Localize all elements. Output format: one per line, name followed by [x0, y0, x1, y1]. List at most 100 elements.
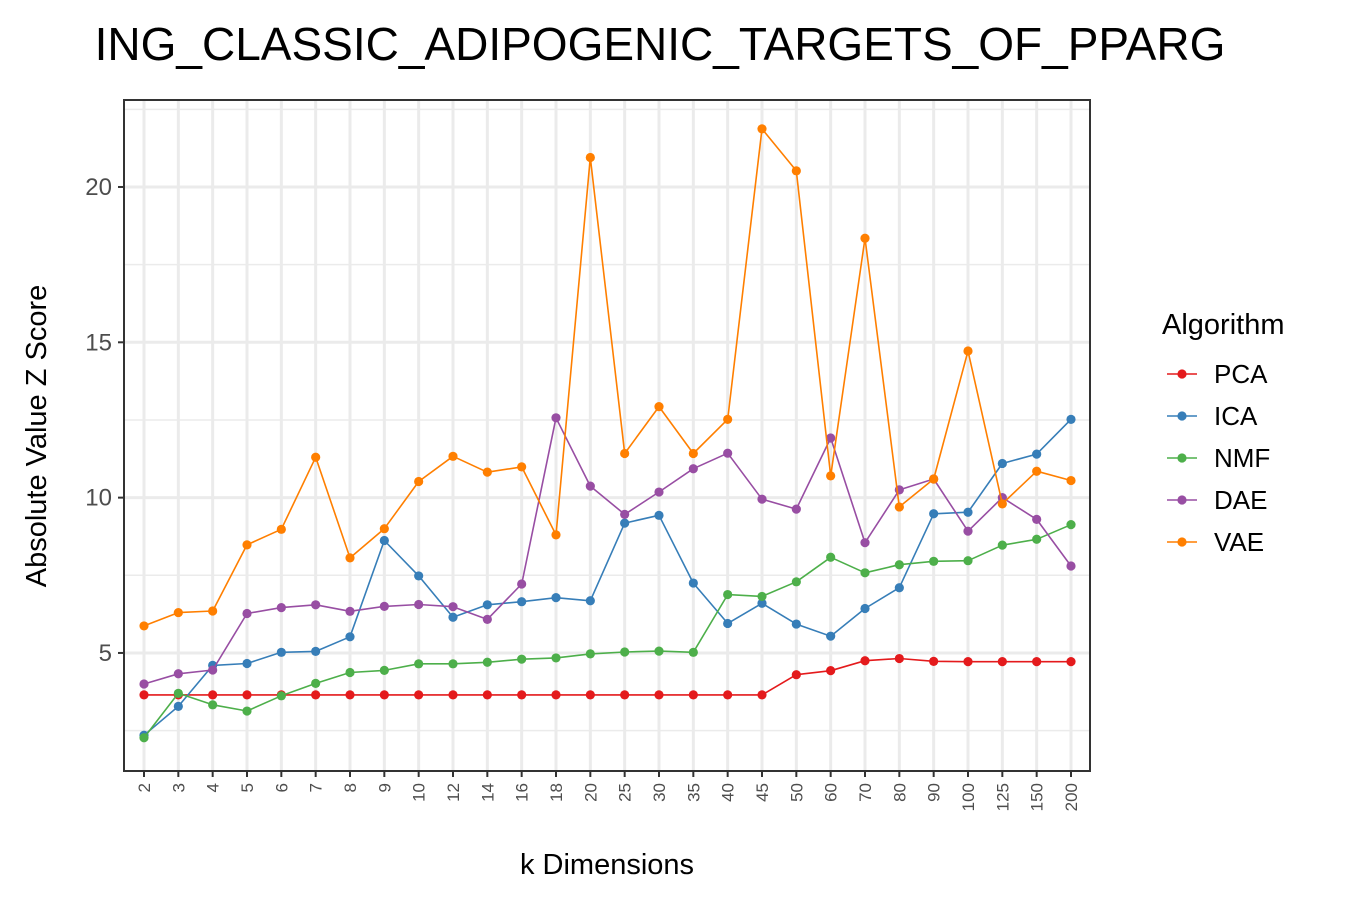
- data-point-vae: [414, 476, 424, 487]
- data-point-vae: [139, 621, 149, 631]
- data-point-dae: [173, 669, 183, 679]
- data-point-vae: [620, 448, 630, 459]
- legend-title: Algorithm: [1162, 309, 1285, 341]
- data-point-vae: [242, 540, 252, 550]
- data-point-vae: [311, 452, 321, 462]
- data-point-ica: [482, 600, 492, 610]
- legend-item-vae: VAE: [1167, 527, 1264, 557]
- data-point-dae: [448, 602, 458, 612]
- data-point-pca: [620, 690, 630, 700]
- legend-label: PCA: [1214, 359, 1268, 389]
- x-tick-label: 50: [787, 783, 806, 802]
- series-vae: [139, 124, 1076, 631]
- data-point-pca: [242, 690, 252, 700]
- x-tick-label: 30: [650, 783, 669, 802]
- data-point-dae: [1032, 514, 1042, 524]
- x-tick-label: 35: [684, 783, 703, 802]
- data-point-vae: [654, 402, 664, 412]
- data-point-nmf: [894, 560, 904, 570]
- data-point-pca: [551, 690, 561, 700]
- data-point-ica: [620, 518, 630, 528]
- data-point-ica: [173, 701, 183, 711]
- data-point-dae: [482, 614, 492, 625]
- data-point-ica: [585, 596, 595, 606]
- data-point-dae: [654, 487, 664, 497]
- data-point-vae: [482, 467, 492, 477]
- data-point-nmf: [1032, 534, 1042, 544]
- data-point-ica: [791, 619, 801, 629]
- data-point-dae: [860, 538, 870, 548]
- data-point-pca: [1066, 657, 1076, 667]
- series-pca: [139, 653, 1076, 700]
- y-tick-label: 10: [85, 485, 112, 512]
- data-point-vae: [688, 448, 698, 459]
- x-tick-label: 18: [547, 783, 566, 802]
- data-point-vae: [757, 124, 767, 134]
- legend-items: PCA ICA NMF DAE VAE: [1167, 359, 1270, 557]
- data-point-vae: [826, 471, 836, 481]
- data-point-nmf: [826, 552, 836, 562]
- legend-item-dae: DAE: [1167, 485, 1267, 515]
- x-tick-label: 200: [1062, 783, 1081, 811]
- legend-key-point: [1177, 411, 1187, 421]
- data-point-nmf: [276, 691, 286, 701]
- series-line-dae: [143, 416, 1072, 685]
- chart-title: ING_CLASSIC_ADIPOGENIC_TARGETS_OF_PPARG: [95, 18, 1226, 70]
- x-tick-label: 150: [1028, 783, 1047, 811]
- data-point-pca: [997, 657, 1007, 667]
- legend: Algorithm PCA ICA NMF DAE VAE: [1162, 309, 1285, 557]
- data-point-dae: [208, 665, 218, 675]
- x-tick-label: 16: [513, 783, 532, 802]
- data-point-ica: [860, 603, 870, 614]
- plot-panel-border: [123, 99, 1091, 772]
- x-tick-label: 70: [856, 783, 875, 802]
- data-point-ica: [723, 618, 733, 629]
- data-point-vae: [345, 553, 355, 563]
- data-point-dae: [757, 494, 767, 504]
- data-point-ica: [688, 578, 698, 588]
- legend-item-ica: ICA: [1167, 401, 1258, 431]
- data-point-vae: [585, 152, 595, 163]
- data-point-ica: [654, 510, 664, 520]
- plot-panel-background: [124, 100, 1090, 771]
- data-point-nmf: [551, 653, 561, 663]
- data-point-pca: [414, 690, 424, 700]
- x-tick-label: 125: [993, 783, 1012, 811]
- data-point-pca: [1032, 657, 1042, 667]
- data-point-ica: [242, 658, 252, 669]
- x-tick-label: 3: [169, 783, 188, 792]
- x-tick-label: 12: [444, 783, 463, 802]
- x-tick-label: 5: [238, 783, 257, 792]
- data-point-pca: [929, 656, 939, 666]
- data-point-vae: [791, 166, 801, 176]
- data-point-ica: [448, 612, 458, 622]
- x-tick-label: 8: [341, 783, 360, 792]
- legend-item-pca: PCA: [1167, 359, 1268, 389]
- data-point-dae: [826, 433, 836, 443]
- data-point-dae: [791, 504, 801, 514]
- x-tick-label: 45: [753, 783, 772, 802]
- data-point-ica: [1032, 449, 1042, 459]
- data-point-dae: [1066, 561, 1076, 571]
- x-tick-label: 20: [581, 783, 600, 802]
- data-point-nmf: [585, 649, 595, 659]
- data-point-ica: [311, 646, 321, 657]
- data-point-nmf: [860, 568, 870, 578]
- legend-key-point: [1177, 369, 1187, 379]
- data-point-pca: [963, 657, 973, 667]
- y-axis-title: Absolute Value Z Score: [21, 285, 53, 588]
- data-point-nmf: [688, 647, 698, 657]
- series-line-vae: [143, 128, 1072, 627]
- legend-key-point: [1177, 537, 1187, 547]
- data-point-pca: [482, 690, 492, 700]
- x-axis: 2 3 4 5 6 7 8 9 10 12 14 16 18 20 25 30 35 40 45 50 60 70 80 90…: [135, 771, 1081, 811]
- data-point-vae: [929, 474, 939, 484]
- series-line-nmf: [143, 523, 1072, 739]
- data-point-nmf: [757, 591, 767, 602]
- data-point-dae: [620, 509, 630, 520]
- data-point-nmf: [1066, 520, 1076, 530]
- x-tick-label: 9: [375, 783, 394, 792]
- data-point-pca: [208, 690, 218, 700]
- data-point-pca: [791, 670, 801, 680]
